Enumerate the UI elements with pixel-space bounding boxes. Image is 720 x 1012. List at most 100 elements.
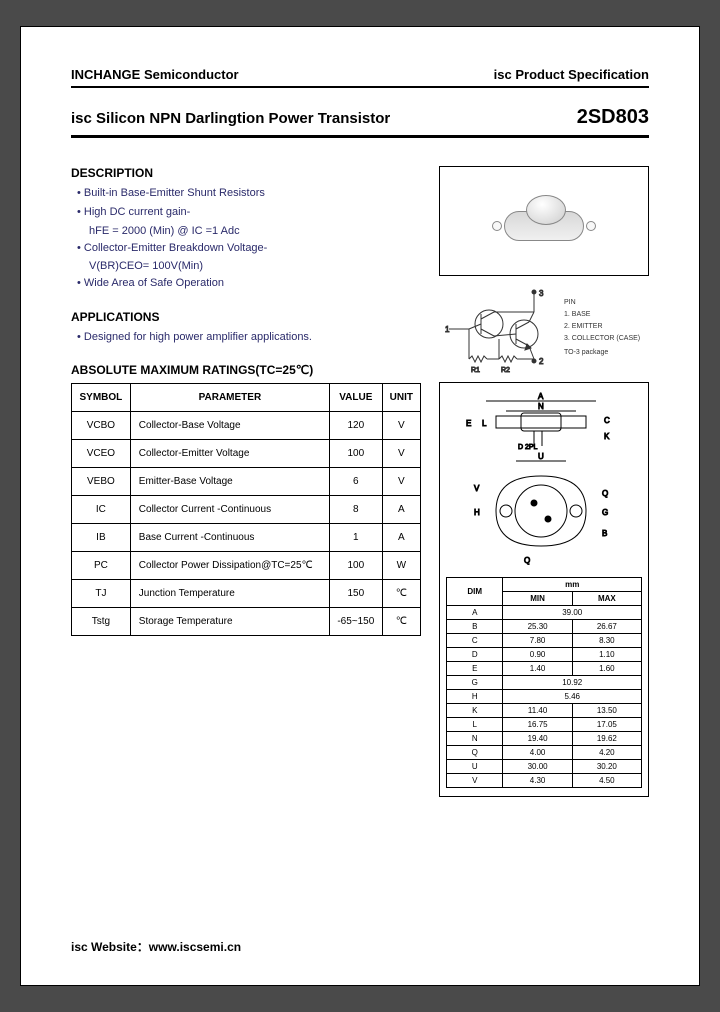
pin-label: TO-3 package xyxy=(564,349,608,356)
ratings-table: SYMBOL PARAMETER VALUE UNIT VCBO Collect… xyxy=(71,383,421,636)
dim-row: N 19.40 19.62 xyxy=(447,732,642,746)
pin-label: 1. BASE xyxy=(564,311,591,318)
dim-min-col: MIN xyxy=(503,592,572,606)
datasheet-page: INCHANGE Semiconductor isc Product Speci… xyxy=(20,26,700,986)
doc-type: isc Product Specification xyxy=(494,67,649,82)
desc-sub: V(BR)CEO= 100V(Min) xyxy=(89,260,421,272)
rating-param: Base Current -Continuous xyxy=(130,523,329,551)
col-symbol: SYMBOL xyxy=(72,383,131,411)
app-item: Designed for high power amplifier applic… xyxy=(77,330,421,345)
dim-unit: mm xyxy=(503,578,642,592)
dim-row: U 30.00 30.20 xyxy=(447,760,642,774)
svg-text:G: G xyxy=(602,508,608,517)
dim-val: 5.46 xyxy=(503,690,642,704)
svg-text:Q: Q xyxy=(524,556,530,565)
desc-sub: hFE = 2000 (Min) @ IC =1 Adc xyxy=(89,225,421,237)
pin-label: 2. EMITTER xyxy=(564,323,603,330)
dim-row: C 7.80 8.30 xyxy=(447,634,642,648)
package-photo-box xyxy=(439,166,649,276)
part-number: 2SD803 xyxy=(577,106,649,129)
ratings-row: IB Base Current -Continuous 1 A xyxy=(72,523,421,551)
rating-symbol: Tstg xyxy=(72,607,131,635)
rating-unit: W xyxy=(382,551,420,579)
dimensions-box: A N E L C K D 2PL xyxy=(439,382,649,797)
col-unit: UNIT xyxy=(382,383,420,411)
ratings-row: TJ Junction Temperature 150 ℃ xyxy=(72,579,421,607)
rating-param: Collector-Emitter Voltage xyxy=(130,439,329,467)
dim-max: 17.05 xyxy=(572,718,641,732)
dim-min: 0.90 xyxy=(503,648,572,662)
content-area: DESCRIPTION Built-in Base-Emitter Shunt … xyxy=(71,166,649,797)
dim-min: 25.30 xyxy=(503,620,572,634)
rating-unit: V xyxy=(382,439,420,467)
dim-row: K 11.40 13.50 xyxy=(447,704,642,718)
title-bar: isc Silicon NPN Darlingtion Power Transi… xyxy=(71,106,649,138)
desc-item: High DC current gain- xyxy=(77,205,421,220)
ratings-header-row: SYMBOL PARAMETER VALUE UNIT xyxy=(72,383,421,411)
product-title: isc Silicon NPN Darlingtion Power Transi… xyxy=(71,110,390,127)
ratings-row: VCEO Collector-Emitter Voltage 100 V xyxy=(72,439,421,467)
dim-letter: V xyxy=(447,774,503,788)
desc-item: Collector-Emitter Breakdown Voltage- xyxy=(77,241,421,256)
rating-param: Collector Power Dissipation@TC=25℃ xyxy=(130,551,329,579)
dim-letter: N xyxy=(447,732,503,746)
svg-text:R1: R1 xyxy=(471,367,480,374)
desc-item: Wide Area of Safe Operation xyxy=(77,276,421,291)
desc-item: Built-in Base-Emitter Shunt Resistors xyxy=(77,186,421,201)
rating-symbol: IB xyxy=(72,523,131,551)
left-column: DESCRIPTION Built-in Base-Emitter Shunt … xyxy=(71,166,421,797)
ratings-row: VEBO Emitter-Base Voltage 6 V xyxy=(72,467,421,495)
rating-unit: A xyxy=(382,523,420,551)
package-outline-diagram: A N E L C K D 2PL xyxy=(446,391,642,571)
dim-letter: D xyxy=(447,648,503,662)
rating-value: 1 xyxy=(329,523,382,551)
description-heading: DESCRIPTION xyxy=(71,166,421,180)
col-parameter: PARAMETER xyxy=(130,383,329,411)
dim-val: 10.92 xyxy=(503,676,642,690)
rating-unit: ℃ xyxy=(382,607,420,635)
dim-letter: A xyxy=(447,606,503,620)
dim-min: 4.30 xyxy=(503,774,572,788)
dim-letter: C xyxy=(447,634,503,648)
rating-unit: A xyxy=(382,495,420,523)
dim-row: E 1.40 1.60 xyxy=(447,662,642,676)
dim-row: G 10.92 xyxy=(447,676,642,690)
rating-param: Collector-Base Voltage xyxy=(130,411,329,439)
svg-text:H: H xyxy=(474,508,480,517)
ratings-row: VCBO Collector-Base Voltage 120 V xyxy=(72,411,421,439)
dim-letter: H xyxy=(447,690,503,704)
description-list: Built-in Base-Emitter Shunt Resistors Hi… xyxy=(77,186,421,292)
pin-label: 3. COLLECTOR (CASE) xyxy=(564,335,640,342)
rating-value: 6 xyxy=(329,467,382,495)
dim-max: 19.62 xyxy=(572,732,641,746)
dim-row: D 0.90 1.10 xyxy=(447,648,642,662)
svg-text:K: K xyxy=(604,432,610,441)
rating-symbol: VCBO xyxy=(72,411,131,439)
rating-value: 100 xyxy=(329,439,382,467)
rating-param: Junction Temperature xyxy=(130,579,329,607)
dim-max: 4.50 xyxy=(572,774,641,788)
dim-row: L 16.75 17.05 xyxy=(447,718,642,732)
dim-letter: G xyxy=(447,676,503,690)
dim-letter: Q xyxy=(447,746,503,760)
svg-text:3: 3 xyxy=(539,289,544,298)
applications-heading: APPLICATIONS xyxy=(71,310,421,324)
dim-val: 39.00 xyxy=(503,606,642,620)
darlington-schematic-icon: 1 xyxy=(439,284,649,374)
right-column: 1 xyxy=(439,166,649,797)
rating-value: -65~150 xyxy=(329,607,382,635)
dim-min: 7.80 xyxy=(503,634,572,648)
to3-package-image xyxy=(484,191,604,251)
dim-max: 30.20 xyxy=(572,760,641,774)
svg-text:L: L xyxy=(482,419,487,428)
dim-min: 16.75 xyxy=(503,718,572,732)
dim-row: H 5.46 xyxy=(447,690,642,704)
rating-symbol: PC xyxy=(72,551,131,579)
rating-param: Storage Temperature xyxy=(130,607,329,635)
to3-outline-icon: A N E L C K D 2PL xyxy=(446,391,641,571)
dim-col: DIM xyxy=(447,578,503,606)
svg-text:D 2PL: D 2PL xyxy=(518,444,538,451)
svg-text:2: 2 xyxy=(539,357,544,366)
dim-min: 11.40 xyxy=(503,704,572,718)
ratings-heading: ABSOLUTE MAXIMUM RATINGS(TC=25℃) xyxy=(71,363,421,377)
